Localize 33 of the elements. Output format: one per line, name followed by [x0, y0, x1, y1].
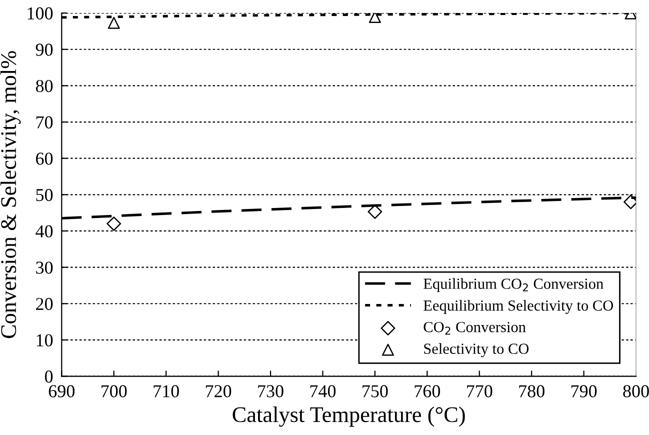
y-tick-label: 40 [36, 225, 53, 238]
legend-label: CO$_{2}$ Conversion [424, 322, 526, 335]
legend-label: Selectivity to CO [424, 343, 529, 358]
y-tick-label: 10 [36, 334, 53, 346]
y-tick-label: 90 [36, 44, 53, 56]
y-axis-title: Conversion & Selectivity, mol% [0, 51, 21, 338]
x-tick-label: 710 [154, 385, 179, 398]
x-tick-label: 760 [414, 385, 440, 398]
y-tick-label: 50 [36, 188, 53, 202]
x-tick-label: 730 [258, 385, 284, 398]
point [106, 216, 122, 231]
x-tick-label: 770 [467, 385, 492, 398]
point [368, 204, 382, 219]
x-tick-label: 790 [571, 385, 597, 398]
x-tick-label: 780 [519, 385, 544, 398]
y-tick-label: 100 [28, 7, 53, 20]
legend-label: Equilibrium CO$_{2}$ Conversion [424, 278, 604, 292]
point [108, 16, 120, 29]
y-tick-label: 0 [44, 370, 53, 383]
x-tick-label: 800 [623, 385, 649, 398]
y-tick-label: 70 [36, 116, 53, 128]
y-tick-label: 80 [36, 80, 53, 92]
y-tick-label: 60 [36, 152, 53, 165]
x-tick-label: 750 [362, 385, 388, 398]
x-tick-label: 690 [48, 385, 75, 398]
x-axis-title: Catalyst Temperature (°C) [232, 406, 465, 427]
point [368, 13, 381, 24]
legend-label: Eequilibrium Selectivity to CO [424, 300, 614, 314]
y-tick-label: 30 [36, 262, 53, 274]
x-tick-label: 700 [102, 385, 127, 398]
x-tick-label: 740 [310, 385, 336, 398]
y-tick-label: 20 [36, 298, 53, 310]
x-tick-label: 720 [206, 385, 232, 398]
